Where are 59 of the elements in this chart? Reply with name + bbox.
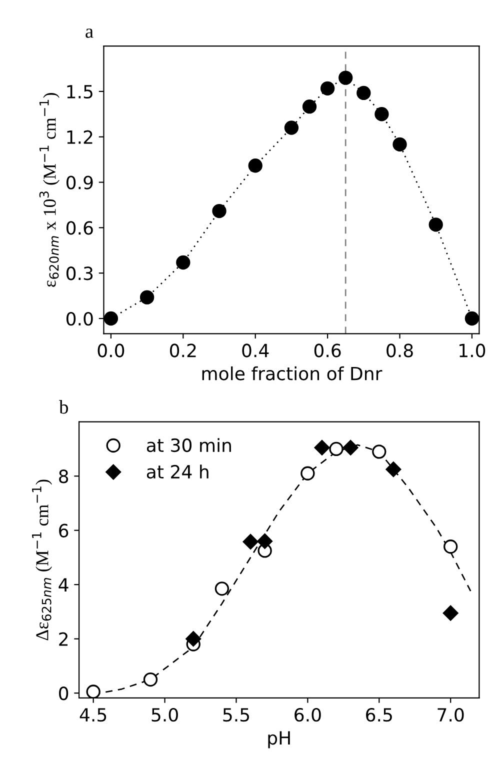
point (342, 440, 358, 456)
point (140, 290, 154, 304)
point (444, 540, 458, 554)
point (428, 218, 443, 232)
point (186, 631, 202, 647)
y-tick-label: 0.9 (66, 176, 93, 190)
point (372, 444, 386, 459)
point (302, 99, 317, 114)
point (386, 462, 402, 478)
point (214, 582, 230, 596)
point (338, 70, 353, 85)
chart-title: b (59, 400, 68, 414)
point (464, 311, 480, 326)
x-tick-label: 5.0 (152, 708, 178, 722)
point (257, 533, 273, 549)
x-tick-label: 5.5 (223, 708, 250, 722)
x-tick-label: 1.0 (460, 344, 486, 358)
legend-label: at 24 h (146, 464, 208, 479)
point (143, 672, 158, 687)
x-tick-label: 7.0 (438, 708, 464, 722)
point (300, 466, 315, 480)
x-tick-label: 0.6 (314, 344, 341, 358)
x-tick-label: 0.8 (386, 344, 413, 358)
y-tick-label: 0.6 (66, 221, 93, 235)
point (314, 440, 330, 456)
point (212, 204, 226, 218)
x-tick-label: 0.4 (242, 344, 269, 358)
point (329, 442, 344, 456)
y-tick-label: 8 (59, 470, 68, 484)
x-axis-title: mole fraction of Dnr (202, 366, 382, 380)
y-tick-label: 4 (58, 578, 68, 592)
y-axis-title: Δε$_{625nm}$ (M$^{−1}$ cm$^{−1}$) (32, 480, 52, 640)
point (86, 684, 100, 698)
x-tick-label: 0.0 (98, 344, 124, 358)
x-axis-title: pH (268, 731, 290, 748)
y-tick-label: 2 (59, 632, 68, 646)
x-tick-label: 6.0 (294, 708, 321, 722)
point (104, 311, 118, 326)
point (176, 255, 190, 270)
y-tick-label: 1.2 (67, 130, 92, 144)
point (248, 158, 262, 173)
x-tick-label: 4.5 (80, 708, 106, 722)
text: ε$_{620nm}$ x 10$^{3}$ (M$^{−1}$ cm$^{−1}$) (39, 93, 60, 287)
y-tick-label: 0 (59, 686, 68, 700)
y-tick-label: 1.5 (67, 85, 92, 99)
x-tick-label: 0.2 (170, 344, 196, 358)
point (320, 81, 335, 96)
legend-label: at 30 min (146, 438, 231, 452)
point (356, 86, 371, 100)
y-tick-label: 0.3 (66, 266, 93, 280)
point (442, 605, 458, 621)
point (392, 137, 407, 152)
y-tick-label: 0.0 (66, 312, 93, 326)
point (242, 534, 258, 550)
y-tick-label: 6 (59, 524, 68, 538)
x-tick-label: 6.5 (366, 708, 392, 722)
point (284, 120, 299, 135)
chart-title: a (86, 28, 94, 38)
point (374, 107, 389, 122)
